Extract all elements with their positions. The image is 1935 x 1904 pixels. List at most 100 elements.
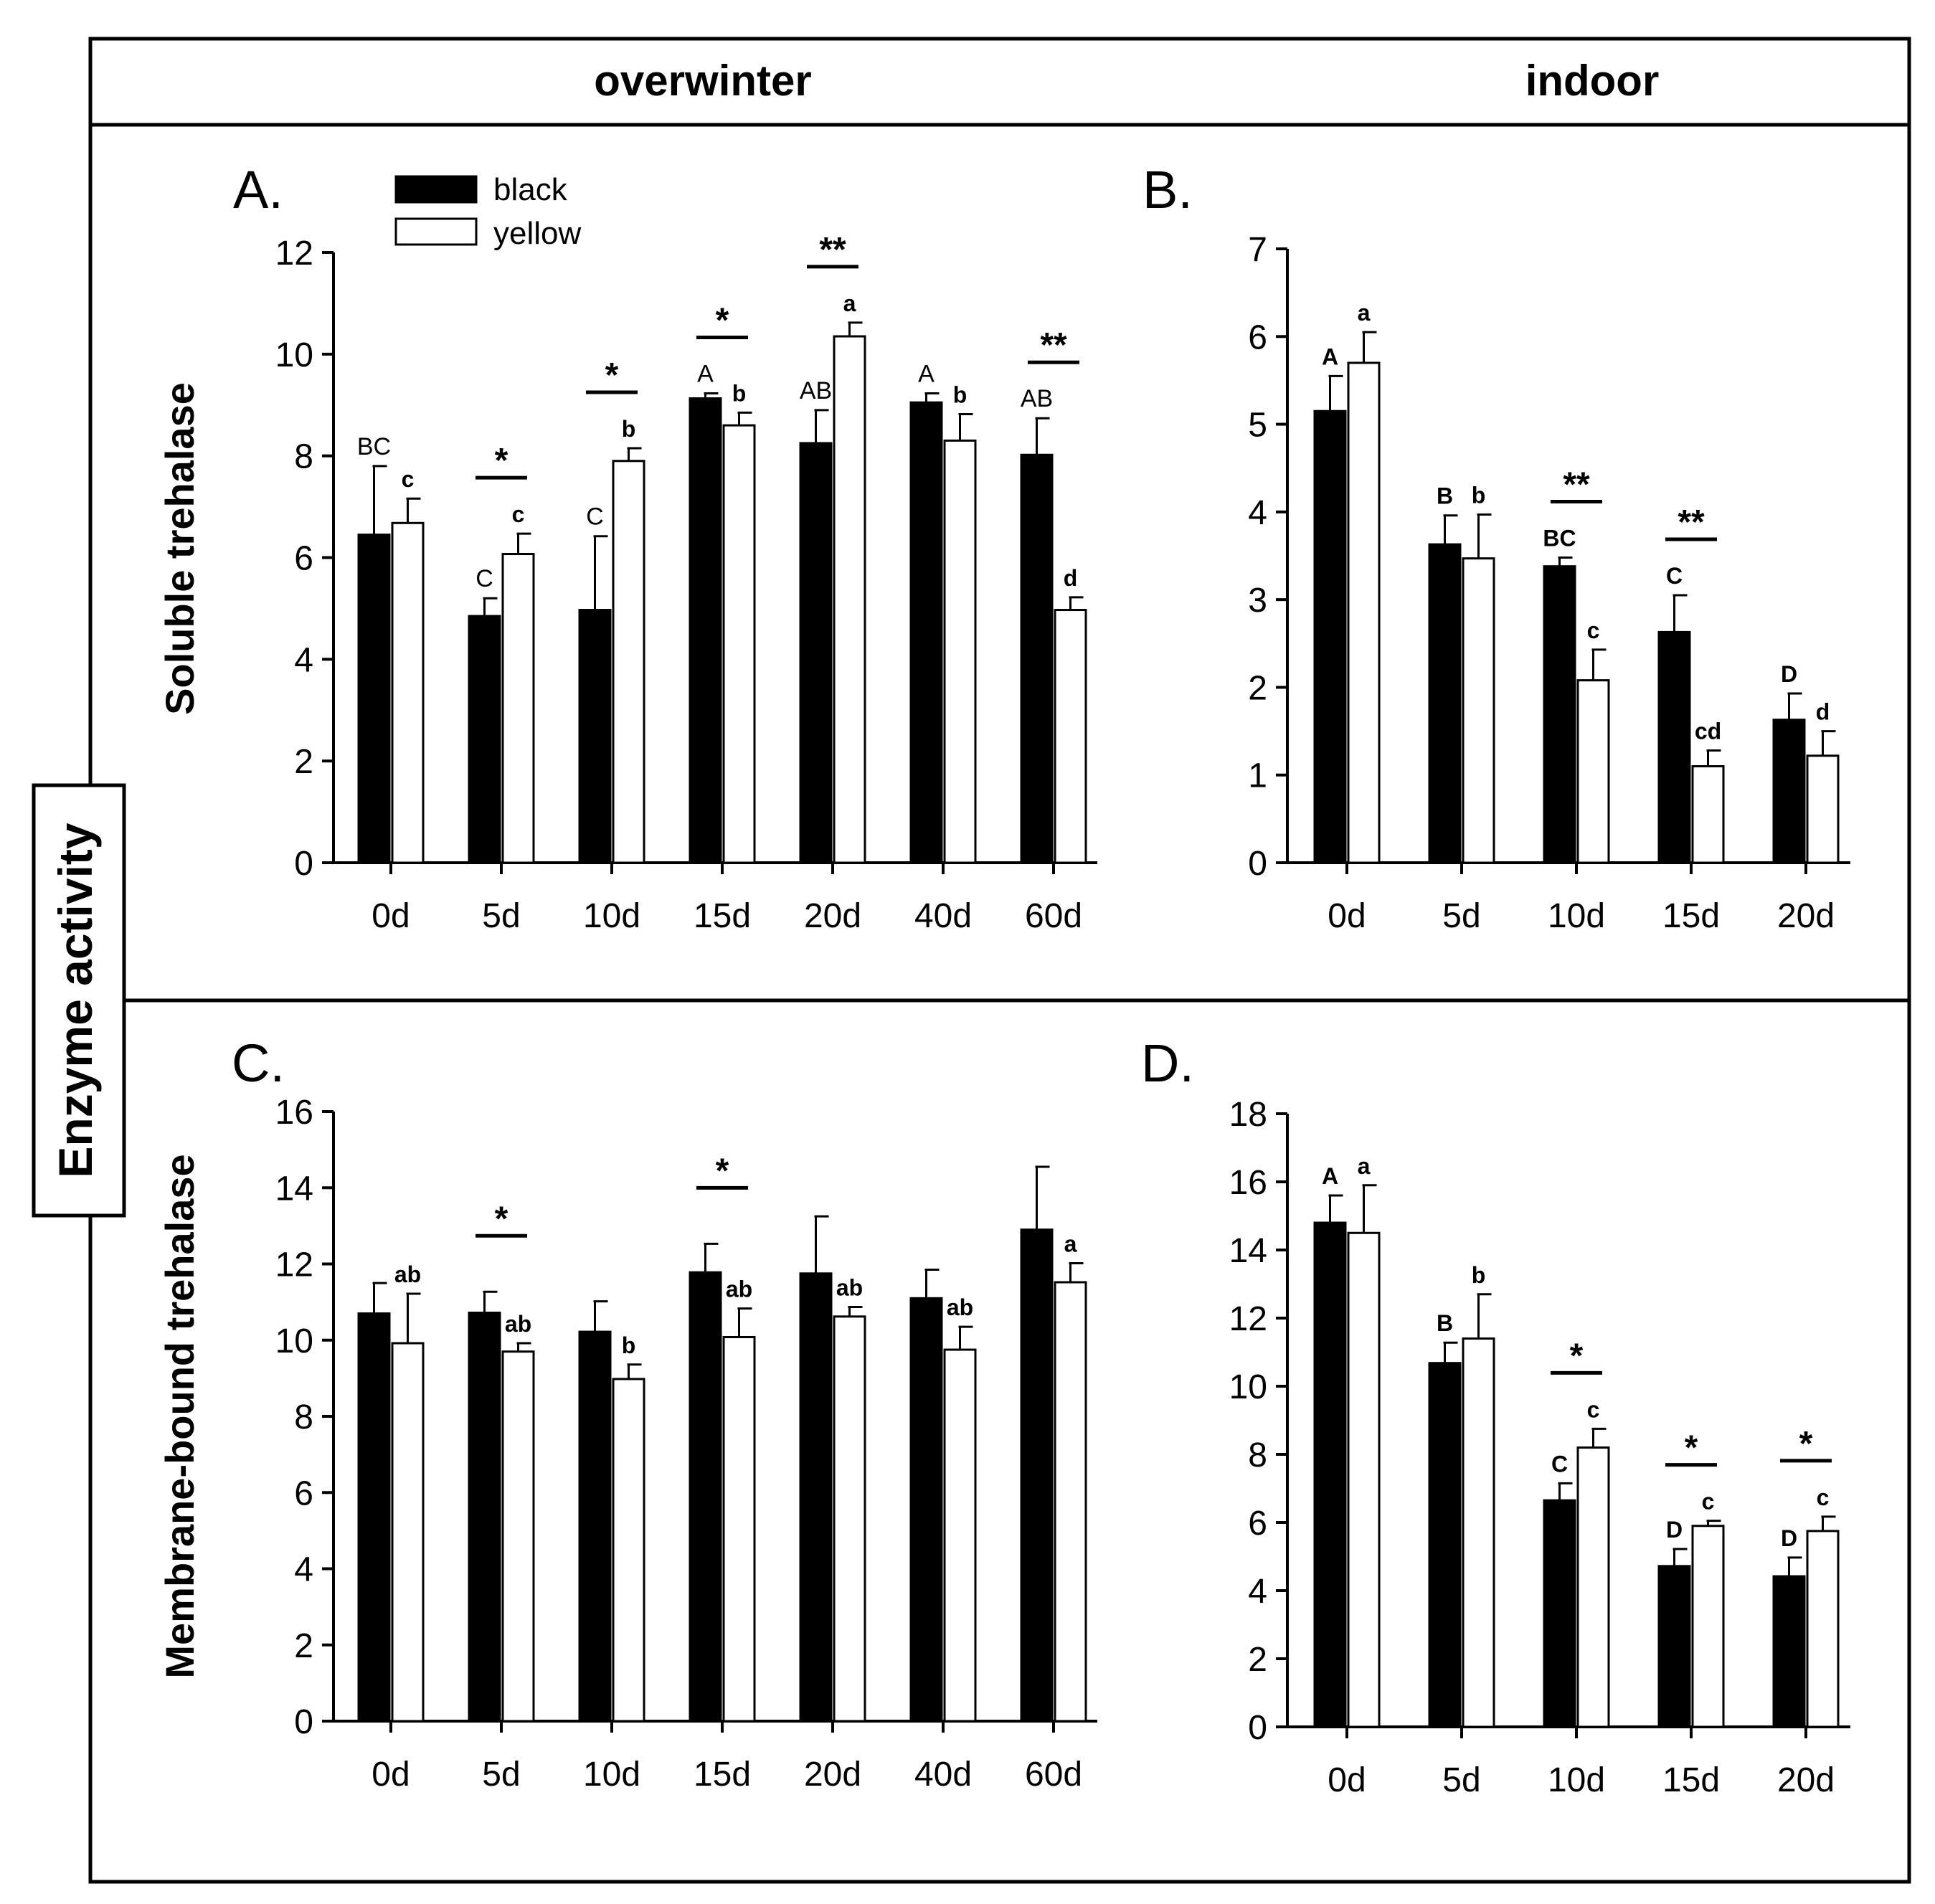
bar-black [689, 1271, 722, 1723]
bar-yellow [943, 1348, 977, 1723]
y-tick-label: 4 [1248, 1573, 1267, 1611]
panel-b: B. 0 1 2 3 4 5 6 7 0d Aa 5d B b 10d BC c ** 15d Ccd ** 20d Dd [1142, 160, 1850, 935]
significance-letter: d [1064, 565, 1078, 591]
x-tick-label: 15d [694, 897, 751, 935]
significance-stars: ** [1563, 465, 1590, 503]
significance-letter: a [843, 290, 856, 316]
bar-yellow [501, 1350, 535, 1723]
bar-yellow [833, 335, 866, 864]
y-tick-label: 2 [294, 743, 313, 781]
y-tick-label: 16 [1229, 1164, 1267, 1202]
y-tick-label: 4 [294, 641, 313, 679]
bar-yellow [722, 1336, 756, 1723]
header-right-title: indoor [1525, 57, 1660, 105]
significance-letter: ab [505, 1311, 531, 1337]
x-tick-label: 0d [1328, 1761, 1366, 1799]
bar-yellow [1806, 754, 1840, 864]
bar-yellow [612, 460, 645, 864]
significance-stars: * [716, 301, 729, 339]
y-tick-label: 14 [1229, 1232, 1267, 1270]
bar-black [357, 534, 391, 864]
y-tick-label: 16 [275, 1094, 313, 1132]
significance-letter: A [697, 360, 714, 387]
significance-letter: b [622, 416, 636, 442]
significance-letter: A [1322, 1163, 1338, 1189]
y-tick-label: 6 [294, 1474, 313, 1512]
significance-stars: * [1799, 1425, 1813, 1463]
x-tick-label: 60d [1025, 1756, 1082, 1794]
significance-letter: a [1358, 1153, 1371, 1179]
bar-black [799, 1272, 833, 1723]
bar-yellow [1576, 679, 1610, 864]
y-tick-label: 4 [294, 1551, 313, 1589]
significance-stars: ** [1040, 326, 1067, 364]
bar-yellow [1347, 1231, 1381, 1728]
significance-letter: b [1472, 483, 1486, 508]
x-tick-label: 15d [1662, 1761, 1720, 1799]
significance-stars: ** [819, 231, 846, 269]
x-tick-label: 0d [372, 897, 410, 935]
y-tick-label: 12 [275, 235, 313, 273]
bar-black [689, 397, 722, 864]
x-tick-label: 10d [1548, 897, 1605, 935]
panel-label: B. [1142, 160, 1193, 219]
significance-letter: A [1322, 344, 1338, 369]
bar-black [1543, 565, 1576, 864]
y-tick-label: 2 [1248, 669, 1267, 707]
y-tick-label: 18 [1229, 1096, 1267, 1134]
significance-letter: ab [836, 1275, 863, 1301]
legend-label-black: black [493, 172, 568, 207]
x-tick-label: 15d [1662, 897, 1720, 935]
significance-letter: b [732, 380, 747, 406]
significance-letter: ab [947, 1294, 973, 1320]
x-tick-label: 20d [1777, 1761, 1835, 1799]
x-tick-label: 0d [372, 1756, 410, 1794]
bar-black [1313, 1221, 1347, 1728]
x-tick-label: 5d [1442, 1761, 1480, 1799]
bar-black [1428, 1362, 1462, 1728]
significance-letter: C [1551, 1451, 1568, 1477]
bar-black [909, 401, 943, 864]
x-tick-label: 60d [1025, 897, 1082, 935]
bar-yellow [501, 553, 535, 864]
legend-swatch-yellow [394, 217, 478, 246]
significance-letter: a [1064, 1231, 1077, 1256]
significance-letter: A [918, 360, 935, 387]
bar-yellow [1462, 1337, 1495, 1728]
significance-letter: c [1702, 1489, 1715, 1515]
x-tick-label: 10d [583, 1756, 640, 1794]
y-tick-label: 2 [1248, 1641, 1267, 1679]
bar-yellow [1347, 361, 1381, 864]
y-tick-label: 10 [1229, 1368, 1267, 1406]
bar-yellow [833, 1315, 866, 1723]
x-tick-label: 20d [804, 1756, 861, 1794]
bar-black [1772, 719, 1806, 864]
significance-letter: B [1437, 1310, 1453, 1336]
panel-c: C. Membrane-bound trehalase 0 2 4 6 8 10 12 14 16 0… [157, 1033, 1097, 1794]
significance-letter: C [1666, 563, 1683, 589]
x-tick-label: 5d [1442, 897, 1480, 935]
significance-stars: ** [1678, 503, 1705, 541]
bar-black [1657, 630, 1691, 864]
y-tick-label: 3 [1248, 582, 1267, 620]
significance-stars: * [1685, 1429, 1698, 1467]
y-tick-label: 8 [1248, 1436, 1267, 1474]
y-axis-label: Membrane-bound trehalase [157, 1154, 202, 1678]
significance-letter: ab [726, 1277, 752, 1302]
significance-letter: c [1587, 1396, 1600, 1422]
significance-letter: C [476, 565, 493, 592]
y-tick-label: 14 [275, 1170, 313, 1208]
y-tick-label: 8 [294, 438, 313, 476]
bar-black [578, 1330, 612, 1723]
bar-yellow [1691, 1525, 1725, 1728]
y-tick-label: 4 [1248, 494, 1267, 532]
legend-label-yellow: yellow [493, 216, 581, 251]
significance-letter: c [1587, 617, 1600, 643]
bar-black [1543, 1499, 1576, 1728]
bar-yellow [612, 1378, 645, 1723]
significance-letter: D [1781, 661, 1797, 687]
x-tick-label: 20d [804, 897, 861, 935]
significance-letter: b [622, 1332, 636, 1358]
significance-letter: BC [357, 433, 391, 460]
